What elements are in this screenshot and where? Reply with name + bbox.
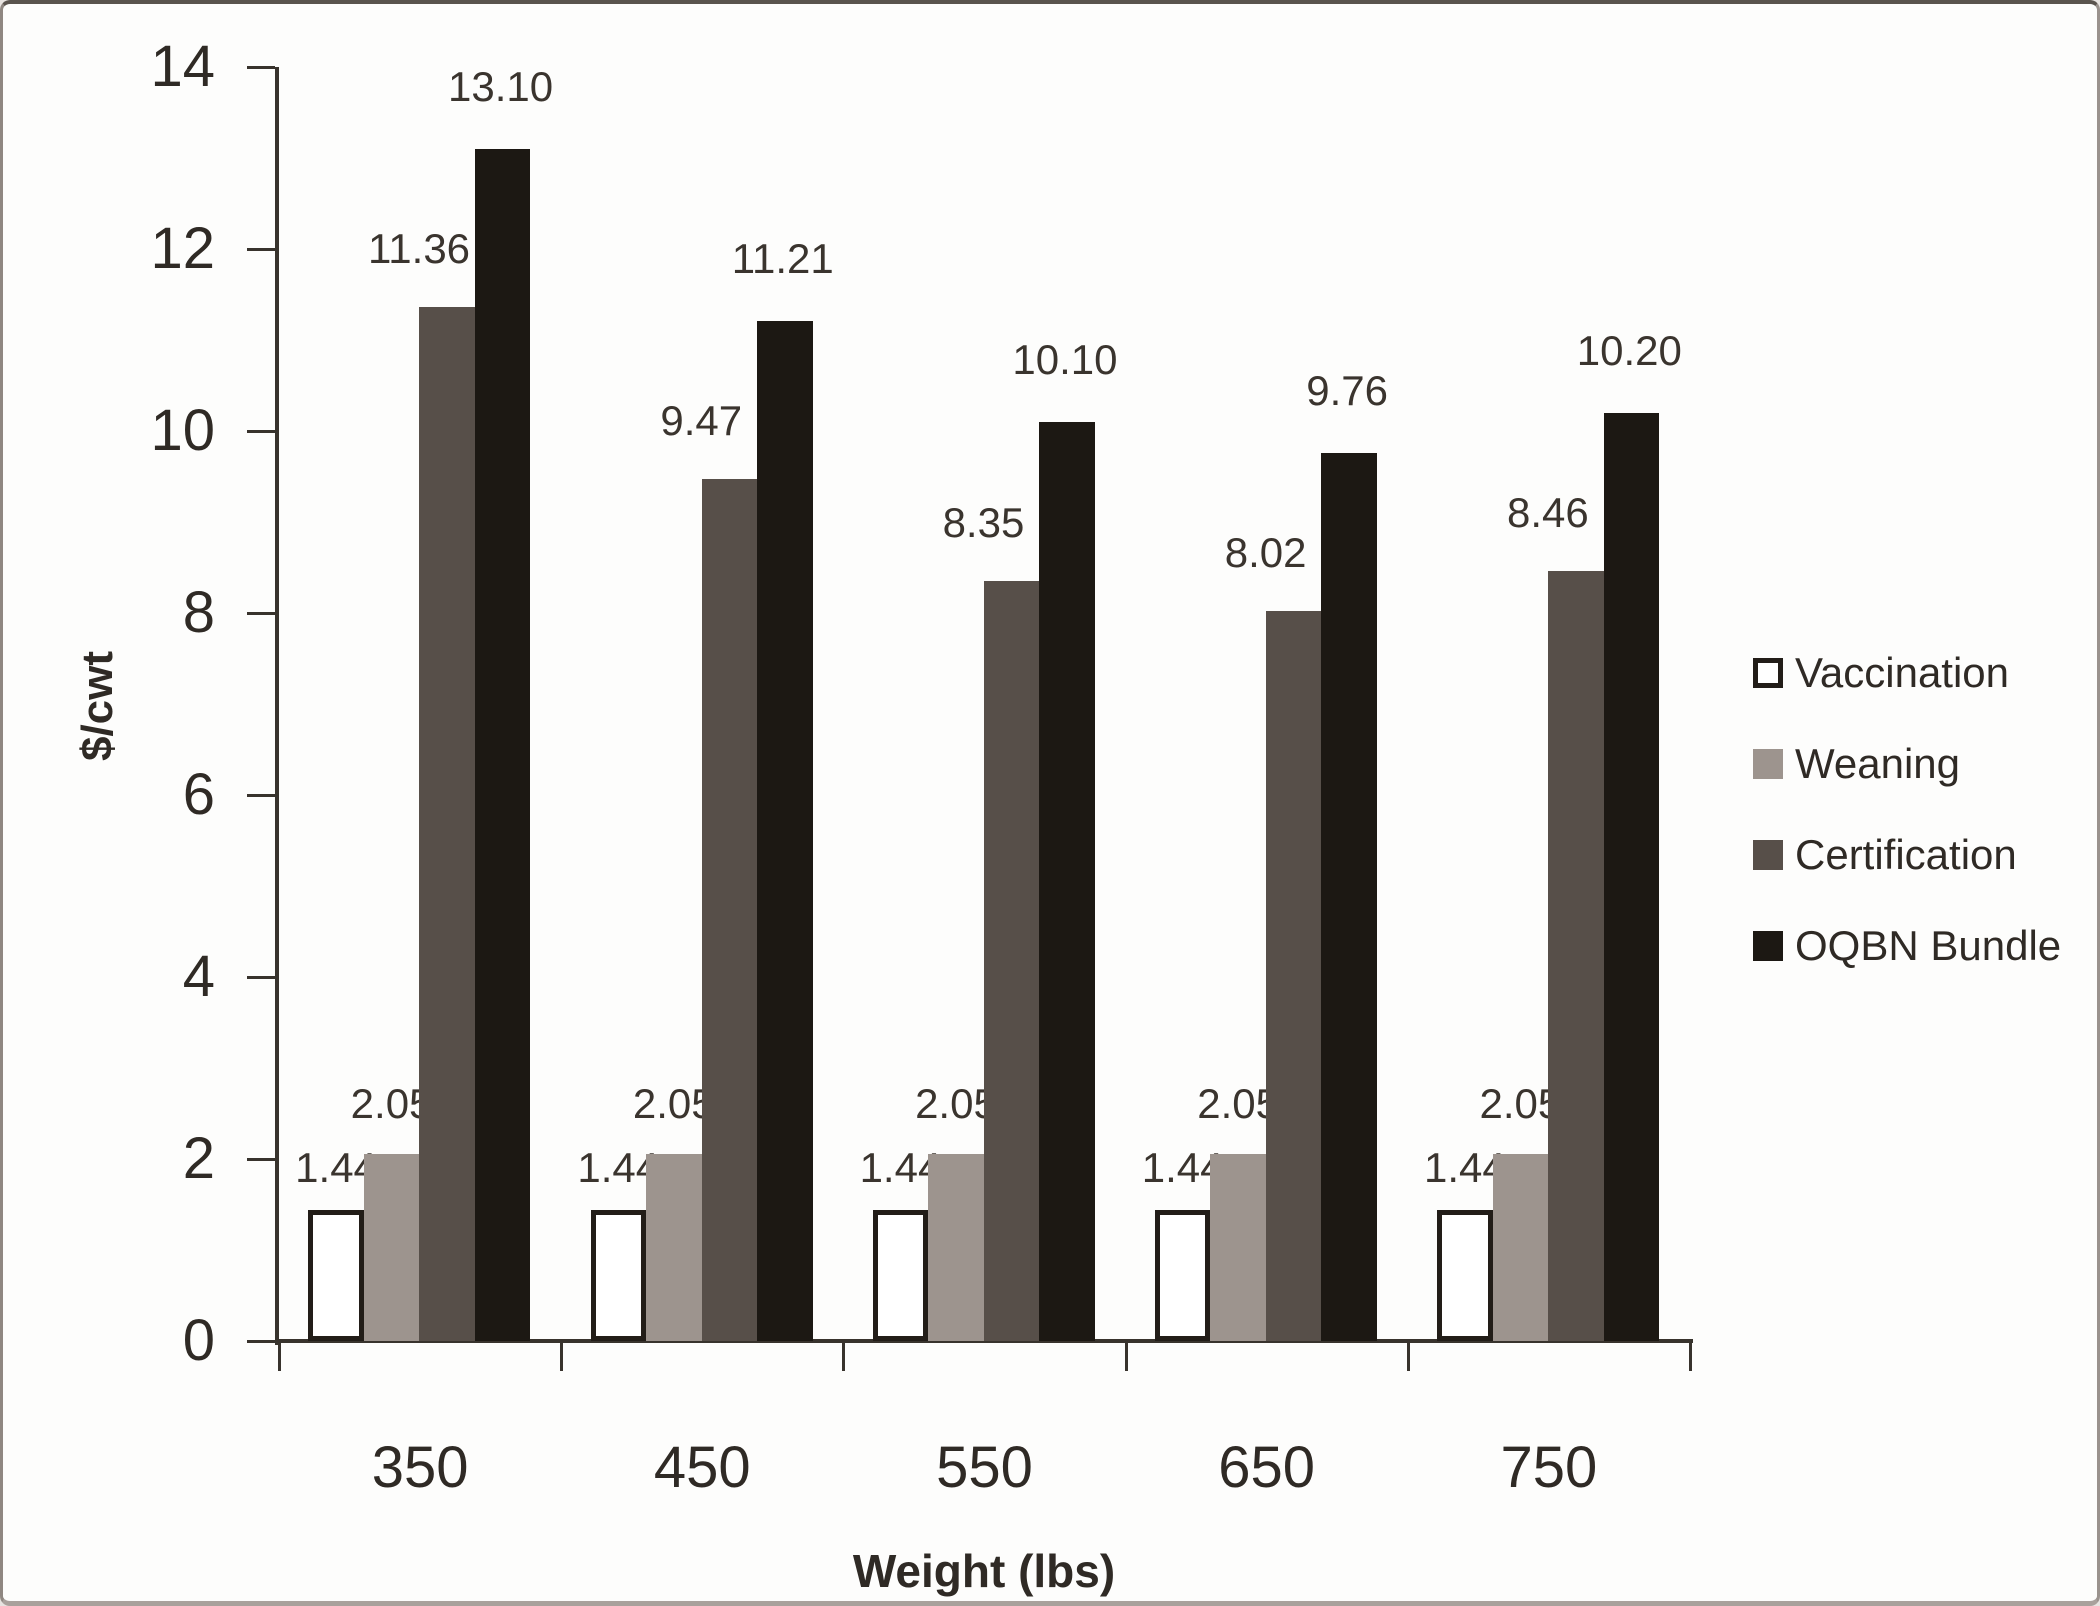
bar-certification-750 xyxy=(1548,571,1604,1341)
bar-vaccination-350 xyxy=(308,1209,364,1341)
value-label-oqbn-bundle-750: 10.20 xyxy=(1576,326,1682,374)
y-axis-tick-label-12: 12 xyxy=(150,216,215,281)
bar-certification-650 xyxy=(1265,611,1322,1341)
value-label-certification-350: 11.36 xyxy=(368,225,471,273)
value-label-vaccination-450: 1.44 xyxy=(577,1143,660,1191)
bar-vaccination-550 xyxy=(872,1209,929,1341)
category-label-350: 350 xyxy=(371,1435,469,1500)
legend-swatch-oqbn-bundle xyxy=(1753,931,1783,961)
legend-label-weaning: Weaning xyxy=(1795,740,1961,787)
legend-label-certification: Certification xyxy=(1795,831,2017,878)
y-axis-tick-label-6: 6 xyxy=(182,762,215,827)
x-tick-4 xyxy=(1406,1341,1410,1371)
y-tick-0 xyxy=(247,1340,275,1343)
x-axis-title: Weight (lbs) xyxy=(852,1545,1116,1597)
y-tick-2 xyxy=(247,1158,275,1161)
value-label-certification-450: 9.47 xyxy=(660,397,743,445)
bar-vaccination-750 xyxy=(1437,1209,1493,1341)
legend-label-oqbn-bundle: OQBN Bundle xyxy=(1795,922,2062,969)
bar-oqbn-bundle-350 xyxy=(474,148,531,1341)
y-tick-8 xyxy=(247,612,275,615)
value-label-weaning-750: 2.05 xyxy=(1479,1080,1562,1128)
bar-certification-450 xyxy=(701,479,757,1341)
y-axis-tick-label-0: 0 xyxy=(182,1308,215,1373)
category-label-450: 450 xyxy=(653,1435,751,1500)
bar-certification-550 xyxy=(983,581,1040,1341)
bar-oqbn-bundle-650 xyxy=(1321,452,1377,1341)
value-label-vaccination-650: 1.44 xyxy=(1141,1143,1224,1191)
value-label-weaning-350: 2.05 xyxy=(350,1080,433,1128)
y-axis-line xyxy=(275,67,279,1345)
bar-weaning-750 xyxy=(1492,1154,1549,1341)
legend-swatch-certification xyxy=(1753,840,1783,870)
y-tick-6 xyxy=(247,794,275,797)
category-label-550: 550 xyxy=(936,1435,1033,1500)
bar-oqbn-bundle-750 xyxy=(1603,412,1660,1341)
bar-vaccination-650 xyxy=(1154,1209,1211,1341)
value-label-certification-650: 8.02 xyxy=(1224,529,1307,577)
bar-oqbn-bundle-550 xyxy=(1039,421,1095,1341)
y-tick-14 xyxy=(247,66,275,69)
x-tick-1 xyxy=(560,1341,564,1371)
legend-swatch-weaning xyxy=(1753,749,1783,779)
value-label-oqbn-bundle-450: 11.21 xyxy=(731,234,834,282)
y-axis-title: $/cwt xyxy=(73,650,122,762)
y-tick-12 xyxy=(247,248,275,251)
x-tick-0 xyxy=(278,1341,281,1371)
value-label-vaccination-350: 1.44 xyxy=(295,1143,377,1191)
bar-certification-350 xyxy=(419,307,475,1341)
legend-swatch-vaccination xyxy=(1753,658,1783,688)
y-tick-4 xyxy=(247,976,275,979)
value-label-oqbn-bundle-650: 9.76 xyxy=(1306,366,1389,414)
category-label-650: 650 xyxy=(1218,1435,1316,1500)
value-label-vaccination-550: 1.44 xyxy=(859,1143,942,1191)
value-label-certification-750: 8.46 xyxy=(1506,489,1589,537)
y-axis-tick-label-2: 2 xyxy=(182,1126,215,1191)
bar-vaccination-450 xyxy=(590,1209,646,1341)
bar-weaning-550 xyxy=(928,1154,984,1341)
value-label-weaning-650: 2.05 xyxy=(1197,1080,1280,1128)
category-label-750: 750 xyxy=(1500,1435,1598,1500)
value-label-vaccination-750: 1.44 xyxy=(1423,1143,1506,1191)
value-label-certification-550: 8.35 xyxy=(942,499,1025,547)
value-label-weaning-450: 2.05 xyxy=(632,1080,715,1128)
x-tick-2 xyxy=(842,1341,846,1371)
value-label-weaning-550: 2.05 xyxy=(915,1080,997,1128)
bar-weaning-650 xyxy=(1210,1154,1266,1341)
y-axis-tick-label-8: 8 xyxy=(182,580,215,645)
y-tick-10 xyxy=(247,430,275,433)
bar-oqbn-bundle-450 xyxy=(757,320,813,1341)
y-axis-tick-label-4: 4 xyxy=(182,944,215,1009)
legend-label-vaccination: Vaccination xyxy=(1795,649,2010,696)
y-axis-tick-label-10: 10 xyxy=(150,398,215,463)
x-tick-3 xyxy=(1124,1341,1128,1371)
y-axis-tick-label-14: 14 xyxy=(150,34,215,99)
x-tick-5 xyxy=(1689,1341,1692,1371)
x-axis-line xyxy=(275,1339,1693,1343)
bar-weaning-450 xyxy=(646,1154,702,1341)
bar-weaning-350 xyxy=(363,1154,420,1341)
value-label-oqbn-bundle-350: 13.10 xyxy=(447,62,554,110)
value-label-oqbn-bundle-550: 10.10 xyxy=(1012,335,1118,383)
